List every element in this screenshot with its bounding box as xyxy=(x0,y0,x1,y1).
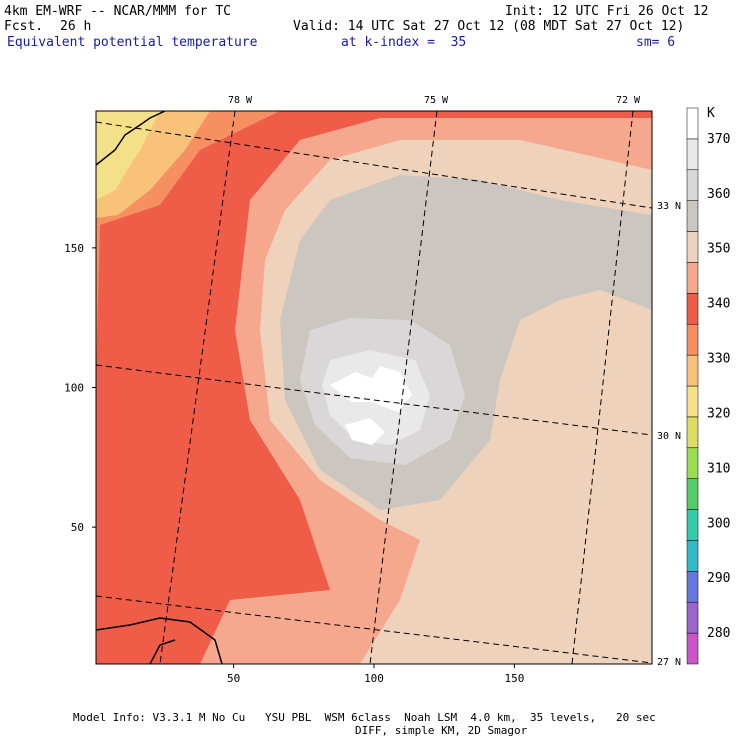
forecast-hour: 26 h xyxy=(60,19,92,34)
init-time: Init: 12 UTC Fri 26 Oct 12 xyxy=(505,4,709,19)
colorbar-segment xyxy=(686,601,699,634)
colorbar-segment xyxy=(686,447,699,479)
colorbar-label: 330 xyxy=(707,352,730,367)
colorbar-segment xyxy=(686,138,699,171)
colorbar-segment xyxy=(686,169,699,201)
band-320-325 xyxy=(96,111,160,200)
colorbar-label: 300 xyxy=(707,516,730,531)
colorbar-label: 290 xyxy=(707,571,730,586)
y-tick-label: 50 xyxy=(71,521,84,534)
forecast-label: Fcst. xyxy=(4,19,44,34)
colorbar-segment xyxy=(686,231,699,263)
latitude-line xyxy=(96,364,652,436)
latitude-label: 27 N xyxy=(657,657,681,668)
colorbar-segment xyxy=(686,293,699,325)
eye-max xyxy=(330,366,412,412)
colorbar-segment xyxy=(686,200,699,232)
x-tick-label: 100 xyxy=(364,672,384,685)
colorbar-label: 360 xyxy=(707,187,730,202)
longitude-label: 78 W xyxy=(228,95,253,106)
theta-e-field xyxy=(96,111,652,664)
colorbar-segment xyxy=(686,478,699,510)
colorbar-segment xyxy=(686,385,699,418)
colorbar-segment xyxy=(686,416,699,449)
model-title: 4km EM-WRF -- NCAR/MMM for TC xyxy=(4,4,231,19)
coastline-south xyxy=(96,617,223,664)
coastline-north xyxy=(96,111,166,166)
smoothing-label: sm= 6 xyxy=(636,35,676,50)
colorbar-segment xyxy=(686,632,699,665)
colorbar-label: 310 xyxy=(707,461,730,476)
colorbar-unit: K xyxy=(707,106,715,121)
diffusion-info-line: DIFF, simple KM, 2D Smagor xyxy=(355,724,528,737)
eye-max-south xyxy=(345,418,385,445)
colorbar-label: 280 xyxy=(707,626,730,641)
latitude-line xyxy=(96,121,652,209)
colorbar-label: 350 xyxy=(707,242,730,257)
longitude-line xyxy=(159,111,236,664)
colorbar-segment xyxy=(686,540,699,572)
colorbar-segment xyxy=(686,354,699,387)
valid-time: Valid: 14 UTC Sat 27 Oct 12 (08 MDT Sat … xyxy=(293,19,685,34)
latitude-label: 33 N xyxy=(657,201,681,212)
longitude-label: 75 W xyxy=(424,95,449,106)
colorbar-label: 320 xyxy=(707,406,730,421)
colorbar-segment xyxy=(686,509,699,541)
longitude-label: 72 W xyxy=(616,95,641,106)
y-tick-label: 100 xyxy=(64,382,84,395)
colorbar-label: 340 xyxy=(707,297,730,312)
level-label: at k-index = 35 xyxy=(341,35,467,50)
model-info-line: Model Info: V3.3.1 M No Cu YSU PBL WSM 6… xyxy=(73,711,656,724)
colorbar-segment xyxy=(686,262,699,294)
latitude-label: 30 N xyxy=(657,431,681,442)
field-name: Equivalent potential temperature xyxy=(7,35,258,50)
latitude-line xyxy=(96,595,652,664)
colorbar-segment xyxy=(686,107,699,140)
colorbar-segment xyxy=(686,323,699,356)
colorbar-label: 370 xyxy=(707,132,730,147)
y-tick-label: 150 xyxy=(64,242,84,255)
x-tick-label: 150 xyxy=(504,672,524,685)
colorbar-segment xyxy=(686,571,699,603)
x-tick-label: 50 xyxy=(227,672,240,685)
longitude-line xyxy=(369,111,438,664)
